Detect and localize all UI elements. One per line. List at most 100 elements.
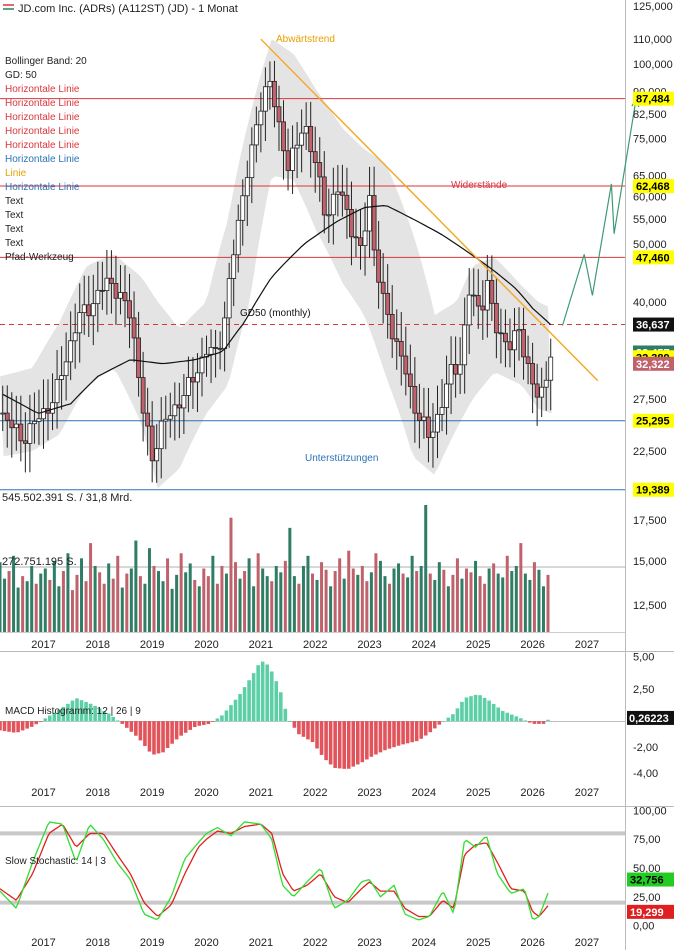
- candle-body: [371, 195, 377, 251]
- macd-histogram-bar: [183, 721, 188, 733]
- candle-body: [299, 132, 305, 146]
- candle-body: [503, 332, 508, 343]
- macd-histogram-bar: [478, 695, 482, 722]
- macd-histogram-bar: [138, 721, 143, 741]
- candle-body: [195, 372, 200, 383]
- stochastic-x-axis-tick: 2017: [31, 937, 55, 949]
- volume-bar: [89, 543, 93, 632]
- candle-body: [475, 295, 481, 307]
- macd-x-axis-tick: 2024: [412, 787, 436, 799]
- candle-body: [13, 423, 19, 429]
- candle-body: [258, 110, 264, 126]
- candle-body: [81, 304, 87, 314]
- candle-body: [127, 300, 132, 319]
- macd-x-axis-tick: 2021: [249, 787, 273, 799]
- volume-bar: [378, 560, 382, 632]
- stochastic-k-tag: [627, 872, 674, 887]
- candle-body: [226, 278, 232, 319]
- macd-histogram-bar: [102, 711, 106, 722]
- volume-bar: [446, 586, 450, 632]
- macd-histogram-bar: [38, 721, 43, 722]
- macd-histogram-bar: [451, 714, 455, 722]
- volume-bar: [519, 543, 523, 632]
- axes: 125,000110,000100,00090,00082,50075,0006…: [31, 1, 674, 949]
- volume-bar: [134, 540, 138, 632]
- macd-panel: [0, 661, 625, 769]
- price-level-tag: [633, 91, 674, 106]
- candle-body: [231, 254, 237, 279]
- candle-body: [217, 347, 223, 350]
- price-x-axis-tick: 2025: [466, 639, 490, 651]
- candle-body: [484, 280, 490, 311]
- volume-bar: [52, 560, 56, 632]
- legend-item: Horizontale Linie: [5, 182, 80, 193]
- stochastic-x-axis-tick: 2027: [575, 937, 599, 949]
- candle-body: [9, 419, 15, 429]
- macd-histogram-bar: [514, 716, 519, 722]
- macd-histogram-bar: [351, 721, 356, 767]
- macd-histogram-bar: [283, 708, 288, 722]
- candle-body: [163, 418, 169, 422]
- macd-axis-tick: -4,00: [633, 768, 658, 780]
- macd-histogram-bar: [174, 721, 179, 740]
- volume-bar: [311, 573, 314, 632]
- candle-body: [86, 304, 92, 317]
- volume-bar: [329, 586, 333, 632]
- volume-bar: [342, 578, 346, 632]
- candle-body: [407, 373, 413, 387]
- volume-bar: [351, 568, 355, 632]
- volume-bar: [410, 555, 414, 632]
- volume-axis-tick: 15,000: [633, 556, 667, 568]
- macd-histogram-bar: [165, 721, 170, 749]
- candle-body: [548, 356, 554, 381]
- candle-body: [389, 313, 395, 340]
- volume-bar: [206, 576, 210, 632]
- candle-body: [249, 144, 255, 179]
- macd-histogram-bar: [211, 721, 215, 722]
- volume-bar: [75, 574, 79, 632]
- price-x-axis-tick: 2026: [520, 639, 544, 651]
- volume-bar: [234, 562, 238, 632]
- volume-bar: [129, 568, 133, 632]
- macd-histogram-bar: [437, 721, 442, 725]
- stochastic-x-axis-tick: 2023: [357, 937, 381, 949]
- macd-histogram-bar: [269, 671, 274, 722]
- volume-bar: [102, 583, 106, 632]
- macd-histogram-bar: [247, 680, 251, 722]
- candle-body: [267, 80, 273, 88]
- candle-body: [240, 195, 246, 221]
- volume-bar: [34, 583, 38, 632]
- macd-histogram-bar: [383, 721, 387, 751]
- candle-body: [339, 191, 345, 196]
- volume-bar: [43, 568, 47, 632]
- stochastic-band: [0, 831, 625, 836]
- legend-item: Pfad-Werkzeug: [5, 252, 74, 263]
- candle-body: [353, 236, 359, 239]
- candle-body: [312, 151, 318, 163]
- volume-bar: [324, 569, 328, 632]
- candle-body: [208, 347, 214, 355]
- candle-body: [0, 412, 6, 415]
- macd-histogram-bar: [192, 721, 197, 728]
- macd-histogram-bar: [306, 721, 310, 740]
- price-tag: [633, 356, 674, 371]
- macd-histogram-bar: [464, 697, 469, 722]
- legend-item: Bollinger Band: 20: [5, 56, 87, 67]
- price-axis-tick: 27,500: [633, 394, 667, 406]
- support-label: Unterstützungen: [305, 453, 378, 464]
- candle-body: [480, 305, 486, 311]
- candle-body: [140, 377, 146, 414]
- volume-bar: [116, 555, 120, 632]
- volume-bar: [238, 578, 242, 632]
- volume-bar: [474, 560, 478, 632]
- candle-body: [181, 395, 187, 409]
- price-level-tag-label: 47,460: [636, 252, 670, 264]
- macd-histogram-bar: [365, 721, 369, 760]
- macd-x-axis-tick: 2018: [86, 787, 110, 799]
- macd-histogram-bar: [29, 721, 34, 727]
- macd-histogram-bar: [446, 717, 451, 722]
- candle-body: [36, 418, 42, 422]
- volume-bar: [211, 555, 215, 632]
- macd-histogram-bar: [473, 694, 478, 722]
- volume-bar: [320, 562, 324, 632]
